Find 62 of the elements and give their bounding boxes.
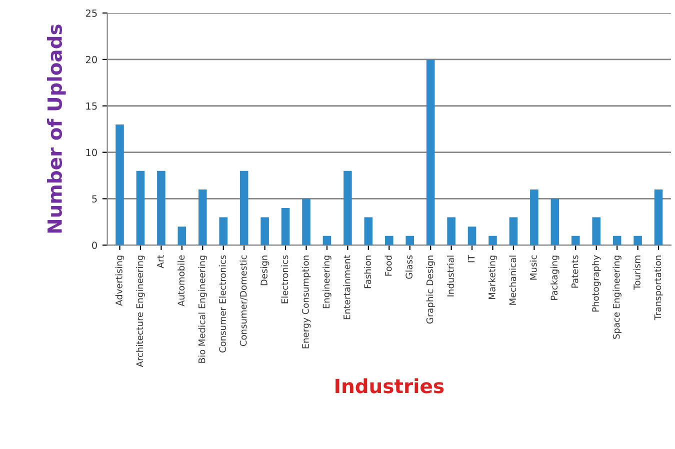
- x-tick-label: Photography: [592, 255, 601, 312]
- bar: [447, 217, 456, 246]
- x-axis-title: Industries: [336, 378, 444, 394]
- y-tick-label: 15: [86, 102, 97, 110]
- bar: [571, 236, 580, 246]
- bar: [530, 189, 538, 246]
- bar: [178, 226, 186, 246]
- x-tick-label: Fashion: [364, 256, 372, 288]
- x-tick-label: Advertising: [115, 256, 124, 306]
- bar: [468, 226, 476, 246]
- x-tick-label: Architecture Engineering: [136, 256, 145, 368]
- x-tick-label: Automobile: [178, 255, 185, 306]
- y-tick-label: 10: [86, 148, 97, 156]
- y-tick-label: 5: [92, 195, 97, 203]
- x-tick-label: Consumer/Domestic: [240, 255, 248, 346]
- bar: [157, 170, 166, 246]
- x-tick-label: Patents: [572, 255, 578, 288]
- x-tick-label: Industrial: [446, 256, 454, 296]
- bar: [592, 217, 600, 246]
- x-tick-label: Design: [260, 256, 270, 286]
- x-tick-label: Engineering: [322, 256, 332, 308]
- x-tick-label: Bio Medical Engineering: [198, 256, 208, 363]
- bar: [364, 217, 373, 246]
- bar: [344, 170, 352, 246]
- bar: [509, 217, 518, 246]
- bar: [612, 236, 622, 246]
- bar: [654, 189, 663, 246]
- x-tick-label: Energy Consumption: [302, 256, 311, 348]
- bar: [240, 170, 248, 246]
- bar: [322, 236, 332, 246]
- x-tick-label: Food: [384, 256, 392, 276]
- x-tick-label: Consumer Electronics: [218, 255, 226, 352]
- x-tick-label: IT: [468, 254, 475, 262]
- x-tick-label: Mechanical: [509, 256, 516, 305]
- x-tick-label: Entertainment: [343, 255, 350, 320]
- bar: [260, 217, 269, 246]
- x-tick-label: Art: [157, 255, 164, 268]
- x-tick-label: Space Engineering: [612, 256, 622, 339]
- bar: [281, 208, 290, 246]
- bar: [136, 170, 145, 246]
- x-tick-label: Graphic Design: [426, 256, 435, 324]
- bar: [406, 236, 414, 246]
- bar: [384, 236, 394, 246]
- bar: [198, 189, 207, 246]
- x-tick-label: Tourism: [633, 256, 640, 290]
- bar: [219, 217, 228, 246]
- y-tick-label: 0: [92, 242, 97, 249]
- x-tick-label: Packaging: [550, 256, 560, 300]
- bar: [116, 124, 124, 246]
- x-tick-label: Electronics: [281, 255, 288, 304]
- x-tick-label: Glass: [405, 255, 412, 279]
- bar: [302, 198, 310, 246]
- y-axis-title: Number of Uploads: [46, 24, 66, 233]
- bar: [426, 59, 435, 246]
- y-tick-label: 25: [86, 10, 97, 17]
- bar: [634, 236, 642, 246]
- x-tick-label: Marketing: [488, 256, 498, 299]
- x-tick-label: Transportation: [654, 256, 663, 320]
- bar: [488, 236, 497, 246]
- x-tick-label: Music: [530, 255, 537, 280]
- y-tick-label: 20: [86, 56, 97, 64]
- bar: [550, 198, 560, 246]
